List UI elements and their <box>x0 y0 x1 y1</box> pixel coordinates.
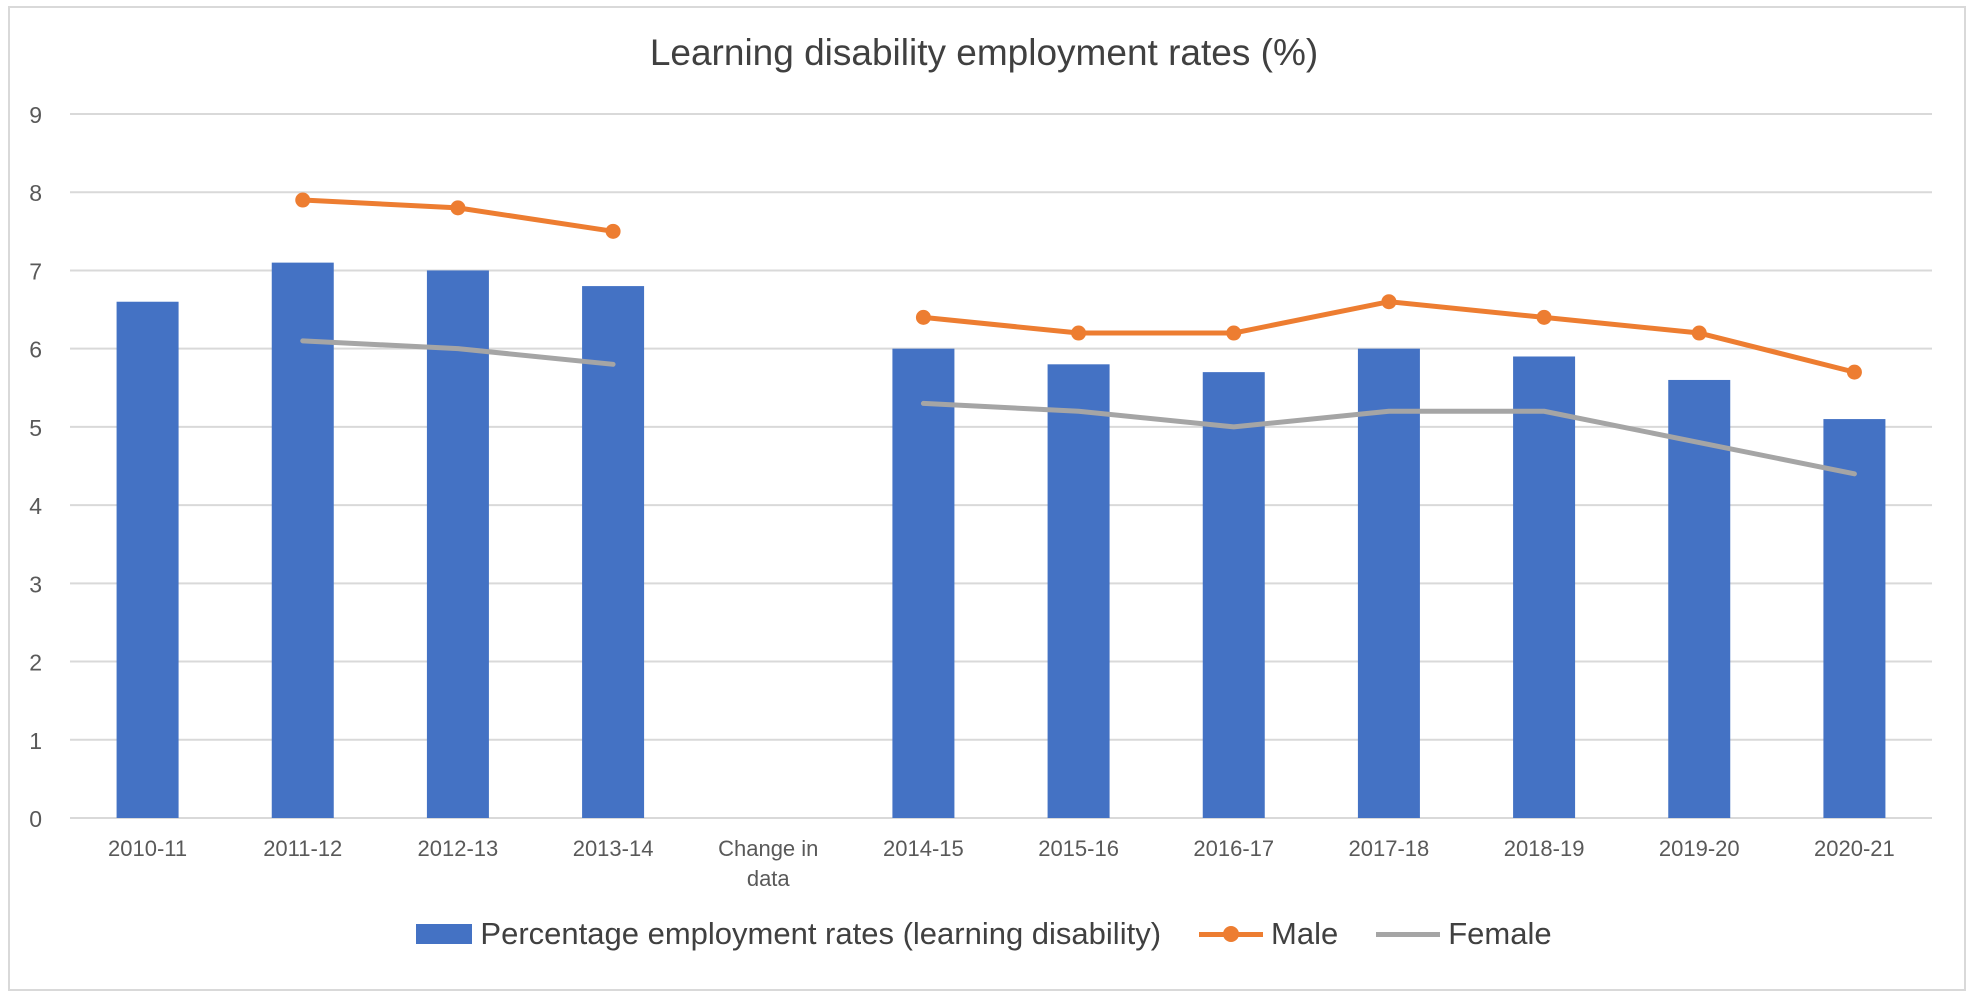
legend-label-male: Male <box>1271 916 1339 951</box>
y-tick-label: 7 <box>29 258 42 284</box>
y-tick-label: 9 <box>29 102 42 128</box>
y-tick-label: 6 <box>29 337 42 363</box>
y-tick-label: 0 <box>29 806 42 832</box>
y-tick-label: 8 <box>29 180 42 206</box>
x-tick-label: 2012-13 <box>418 836 499 861</box>
x-tick-label: 2018-19 <box>1504 836 1585 861</box>
x-tick-label: 2015-16 <box>1038 836 1119 861</box>
female-line <box>920 400 1857 477</box>
x-tick-label: 2014-15 <box>883 836 964 861</box>
legend-swatch-bars <box>416 924 473 944</box>
legend-item-female: Female <box>1376 916 1552 952</box>
y-tick-label: 2 <box>29 650 42 676</box>
x-tick-label: Change in data <box>718 836 818 891</box>
bar <box>426 270 489 818</box>
bar <box>271 262 334 819</box>
x-tick-label: 2017-18 <box>1349 836 1430 861</box>
legend-swatch-female <box>1376 924 1441 944</box>
chart-frame <box>8 6 1966 991</box>
legend-item-bars: Percentage employment rates (learning di… <box>416 916 1161 952</box>
x-tick-label: 2011-12 <box>263 836 342 861</box>
x-tick-label: 2010-11 <box>108 836 187 861</box>
bar <box>1202 372 1265 818</box>
y-tick-label: 1 <box>29 728 42 754</box>
bar <box>1668 379 1731 818</box>
male-point <box>295 192 311 208</box>
legend-item-male: Male <box>1199 916 1338 952</box>
y-tick-label: 5 <box>29 415 42 441</box>
y-tick-label: 4 <box>29 493 42 519</box>
bar <box>1513 356 1576 818</box>
bar <box>116 301 179 818</box>
female-line <box>300 338 616 367</box>
bar <box>1357 348 1420 818</box>
male-point <box>605 223 621 239</box>
male-point <box>915 309 931 325</box>
male-point <box>1071 325 1087 341</box>
male-point <box>450 200 466 216</box>
x-tick-label: 2019-20 <box>1659 836 1740 861</box>
y-tick-label: 3 <box>29 571 42 597</box>
bar <box>1823 419 1886 818</box>
bar <box>892 348 955 818</box>
legend-label-bars: Percentage employment rates (learning di… <box>480 916 1162 951</box>
bar <box>582 286 645 819</box>
bar <box>1047 364 1110 818</box>
male-point <box>1846 364 1862 380</box>
male-point <box>1381 294 1397 310</box>
x-tick-label: 2016-17 <box>1193 836 1274 861</box>
male-point <box>1536 309 1552 325</box>
legend-swatch-male <box>1199 924 1264 944</box>
x-tick-label: 2020-21 <box>1814 836 1895 861</box>
male-point <box>1691 325 1707 341</box>
male-point <box>1226 325 1242 341</box>
chart-title: Learning disability employment rates (%) <box>649 32 1319 73</box>
chart-legend: Percentage employment rates (learning di… <box>0 916 1968 952</box>
x-tick-label: 2013-14 <box>573 836 654 861</box>
legend-label-female: Female <box>1448 916 1552 951</box>
